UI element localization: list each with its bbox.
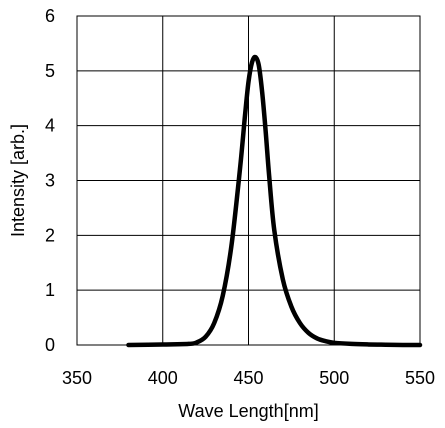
y-tick-label: 6 [45,6,55,26]
y-tick-label: 1 [45,280,55,300]
y-tick-labels: 0 1 2 3 4 5 6 [45,6,55,355]
y-axis-label: Intensity [arb.] [8,124,28,237]
grid-lines [76,15,421,346]
y-tick-label: 5 [45,61,55,81]
y-tick-label: 4 [45,116,55,136]
y-tick-label: 2 [45,225,55,245]
x-tick-label: 350 [62,368,92,388]
x-tick-label: 450 [233,368,263,388]
series-line [126,54,423,348]
y-tick-label: 3 [45,171,55,191]
y-tick-label: 0 [45,335,55,355]
x-axis-label: Wave Length[nm] [178,401,318,421]
x-tick-label: 400 [148,368,178,388]
series-layer [126,54,423,348]
x-tick-label: 500 [319,368,349,388]
x-tick-label: 550 [405,368,435,388]
x-tick-labels: 350 400 450 500 550 [62,368,435,388]
plot-frame [76,15,421,346]
